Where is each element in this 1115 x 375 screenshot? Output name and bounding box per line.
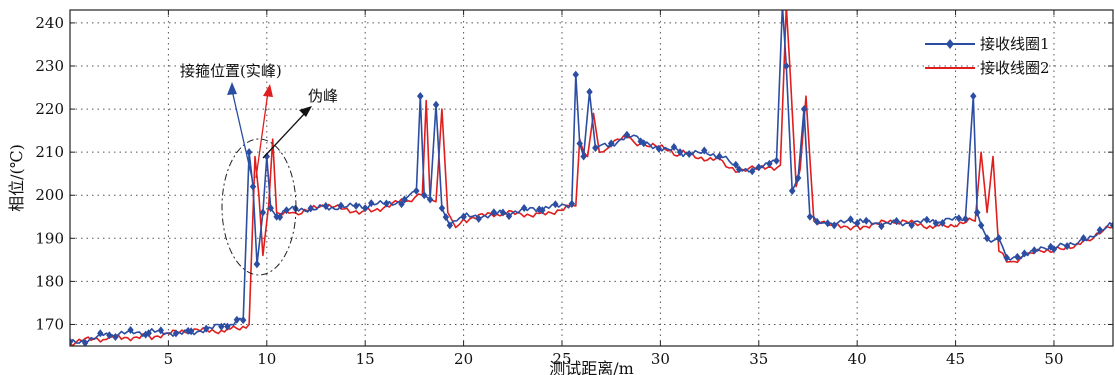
- legend: 接收线圈1 接收线圈2: [925, 35, 1050, 77]
- series-marker-1: [956, 214, 962, 222]
- x-tick-label: 10: [257, 350, 276, 368]
- series-marker-1: [996, 234, 1002, 242]
- series-marker-1: [970, 92, 976, 100]
- legend-label-coil2: 接收线圈2: [980, 59, 1050, 77]
- plot-frame: [70, 10, 1113, 346]
- x-tick-label: 20: [454, 350, 473, 368]
- arrowhead-real-peak-blue: [227, 82, 237, 95]
- series-marker-1: [439, 204, 445, 212]
- series-marker-1: [250, 183, 256, 191]
- x-axis-label: 测试距离/m: [549, 359, 634, 375]
- series-marker-1: [789, 187, 795, 195]
- series-marker-1: [427, 196, 433, 204]
- legend-marker-coil1: [946, 39, 954, 49]
- series-marker-1: [573, 71, 579, 79]
- x-tick-label: 40: [848, 350, 867, 368]
- series-marker-1: [756, 163, 762, 171]
- annotation-real-peak: 接箍位置(实峰): [180, 62, 282, 80]
- grid-lines: [70, 10, 1113, 346]
- y-tick-label: 200: [35, 186, 64, 204]
- y-tick-label: 170: [35, 315, 64, 333]
- series-marker-1: [824, 219, 830, 227]
- x-tick-label: 45: [946, 350, 965, 368]
- y-tick-label: 220: [35, 100, 64, 118]
- x-tick-label: 5: [164, 350, 174, 368]
- series-marker-1: [807, 213, 813, 221]
- series-marker-1: [353, 202, 359, 210]
- series-marker-1: [686, 150, 692, 158]
- y-tick-label: 230: [35, 57, 64, 75]
- series-marker-1: [417, 92, 423, 100]
- series-marker-1: [773, 157, 779, 165]
- legend-label-coil1: 接收线圈1: [980, 35, 1050, 53]
- annotation-false-peak: 伪峰: [308, 87, 338, 105]
- series-marker-1: [978, 221, 984, 229]
- markers-layer: [67, 2, 1115, 347]
- y-tick-label: 190: [35, 229, 64, 247]
- series-marker-1: [831, 221, 837, 229]
- series-marker-1: [779, 2, 785, 10]
- series-marker-1: [254, 260, 260, 268]
- series-marker-1: [240, 316, 246, 324]
- y-tick-label: 240: [35, 14, 64, 32]
- x-tick-label: 50: [1044, 350, 1063, 368]
- x-tick-label: 35: [749, 350, 768, 368]
- x-tick-label: 15: [356, 350, 375, 368]
- series-marker-1: [924, 216, 930, 224]
- series-marker-1: [433, 101, 439, 109]
- x-tick-label: 30: [651, 350, 670, 368]
- arrow-false-peak: [263, 112, 306, 158]
- series-marker-1: [1080, 234, 1086, 242]
- series-marker-1: [1004, 254, 1010, 262]
- y-tick-label: 210: [35, 143, 64, 161]
- arrowhead-real-peak-red: [263, 84, 273, 97]
- series-marker-1: [962, 215, 968, 223]
- y-axis-label: 相位/(℃): [7, 144, 26, 212]
- series-marker-1: [863, 217, 869, 225]
- y-tick-label: 180: [35, 272, 64, 290]
- arrowhead-false-peak: [299, 106, 312, 117]
- arrow-real-peak-blue: [232, 90, 252, 178]
- series-marker-1: [586, 88, 592, 96]
